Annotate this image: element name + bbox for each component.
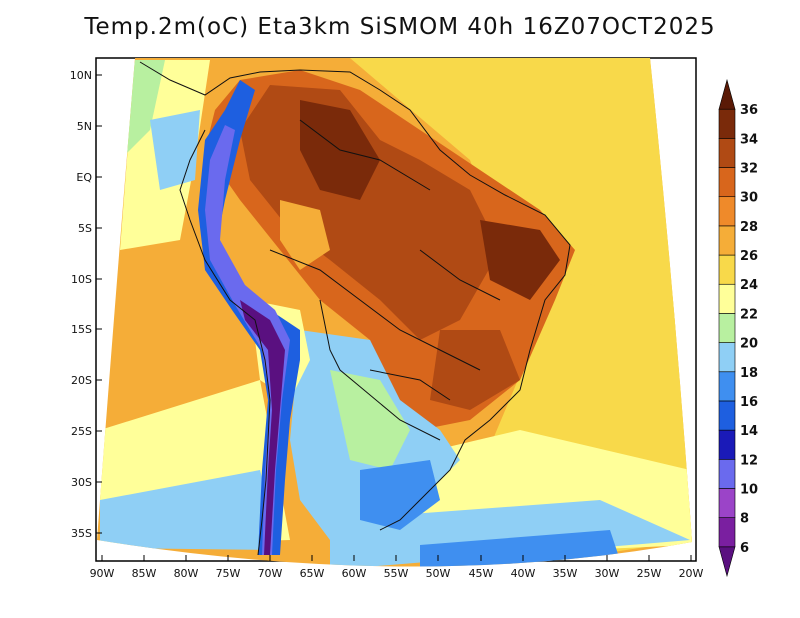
lat-axis: 10N 5N EQ 5S 10S 15S 20S 25S 30S 35S (70, 69, 102, 540)
lat-tick: EQ (76, 171, 102, 184)
lon-tick: 30W (595, 555, 620, 580)
colorbar-segment (718, 429, 736, 460)
lat-tick: 30S (71, 476, 102, 489)
map-title: Temp.2m(oC) Eta3km SiSMOM 40h 16Z07OCT20… (84, 14, 716, 40)
colorbar-label: 10 (740, 482, 758, 497)
colorbar-label: 8 (740, 512, 749, 527)
svg-text:30W: 30W (595, 567, 620, 580)
temperature-field (97, 58, 692, 567)
colorbar: 6 8 10 12 14 16 18 20 22 24 26 28 30 32 34 36 (718, 78, 758, 578)
coastlines (139, 61, 571, 556)
colorbar-segment (718, 313, 736, 343)
svg-text:70W: 70W (258, 567, 283, 580)
lon-tick: 25W (637, 555, 662, 580)
colorbar-label: 12 (740, 453, 758, 468)
svg-text:55W: 55W (384, 567, 409, 580)
colorbar-label: 36 (740, 103, 758, 118)
colorbar-label: 18 (740, 366, 758, 381)
lon-tick: 90W (90, 555, 115, 580)
svg-text:35W: 35W (553, 567, 578, 580)
colorbar-label: 16 (740, 395, 758, 410)
svg-text:20S: 20S (71, 374, 92, 387)
lon-tick: 20W (679, 555, 704, 580)
lat-tick: 25S (71, 425, 102, 438)
colorbar-segment (718, 167, 736, 198)
svg-text:30S: 30S (71, 476, 92, 489)
colorbar-label: 6 (740, 541, 749, 556)
lat-tick: 10N (70, 69, 102, 82)
svg-text:EQ: EQ (76, 171, 92, 184)
svg-text:35S: 35S (71, 527, 92, 540)
colorbar-label: 30 (740, 191, 758, 206)
lat-tick: 5S (78, 222, 102, 235)
colorbar-segment (718, 400, 736, 431)
colorbar-segment (718, 546, 736, 578)
svg-text:65W: 65W (300, 567, 325, 580)
lon-tick: 50W (426, 555, 451, 580)
lat-tick: 10S (71, 273, 102, 286)
colorbar-segment (718, 458, 736, 489)
svg-text:15S: 15S (71, 323, 92, 336)
svg-text:25S: 25S (71, 425, 92, 438)
colorbar-label: 32 (740, 162, 758, 177)
lon-axis: 90W 85W 80W 75W 70W 65W 60W 55W 50W 45W … (90, 555, 704, 580)
lon-tick: 35W (553, 555, 578, 580)
svg-text:85W: 85W (132, 567, 157, 580)
colorbar-label: 24 (740, 278, 758, 293)
colorbar-label: 28 (740, 220, 758, 235)
svg-text:5N: 5N (77, 120, 92, 133)
lon-tick: 55W (384, 555, 409, 580)
svg-text:5S: 5S (78, 222, 92, 235)
colorbar-segment (718, 254, 736, 285)
colorbar-segment (718, 138, 736, 168)
lat-tick: 15S (71, 323, 102, 336)
colorbar-segment (718, 283, 736, 314)
svg-text:90W: 90W (90, 567, 115, 580)
colorbar-label: 14 (740, 424, 758, 439)
colorbar-segment (718, 196, 736, 227)
lat-tick: 35S (71, 527, 102, 540)
colorbar-segment (718, 371, 736, 402)
svg-text:60W: 60W (342, 567, 367, 580)
lon-tick: 85W (132, 555, 157, 580)
lon-tick: 45W (469, 555, 494, 580)
lon-tick: 70W (258, 555, 283, 580)
colorbar-segment (718, 225, 736, 256)
lat-tick: 5N (77, 120, 102, 133)
svg-text:20W: 20W (679, 567, 704, 580)
lon-tick: 65W (300, 555, 325, 580)
colorbar-label: 34 (740, 132, 758, 147)
lat-tick: 20S (71, 374, 102, 387)
colorbar-label: 26 (740, 249, 758, 264)
lon-tick: 60W (342, 555, 367, 580)
svg-text:45W: 45W (469, 567, 494, 580)
svg-text:75W: 75W (216, 567, 241, 580)
svg-text:50W: 50W (426, 567, 451, 580)
lon-tick: 80W (174, 555, 199, 580)
svg-text:10S: 10S (71, 273, 92, 286)
colorbar-label: 22 (740, 307, 758, 322)
lon-tick: 75W (216, 555, 241, 580)
colorbar-segment (718, 342, 736, 373)
colorbar-segment (718, 108, 736, 139)
colorbar-label: 20 (740, 337, 758, 352)
colorbar-segment (718, 78, 736, 110)
lon-tick: 40W (511, 555, 536, 580)
svg-text:10N: 10N (70, 69, 92, 82)
colorbar-segment (718, 488, 736, 518)
svg-text:25W: 25W (637, 567, 662, 580)
svg-text:40W: 40W (511, 567, 536, 580)
svg-text:80W: 80W (174, 567, 199, 580)
colorbar-segment (718, 517, 736, 548)
